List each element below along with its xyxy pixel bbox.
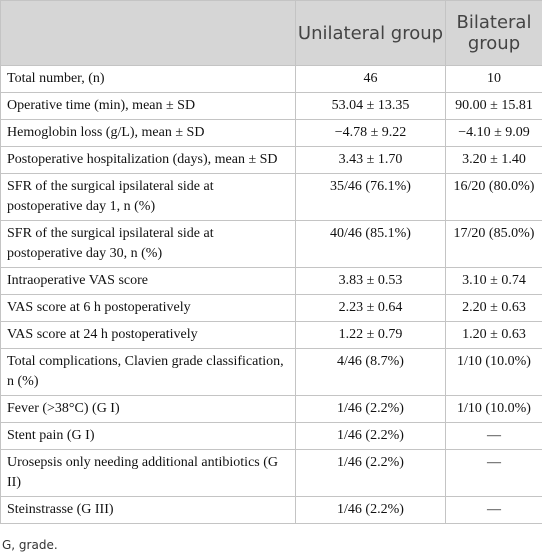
value-cell: 1/46 (2.2%) — [296, 450, 446, 497]
value-cell: 35/46 (76.1%) — [296, 174, 446, 221]
label-cell: Stent pain (G I) — [1, 423, 296, 450]
value-cell: — — [446, 450, 542, 497]
value-cell: — — [446, 423, 542, 450]
value-cell: 3.83 ± 0.53 — [296, 268, 446, 295]
label-cell: Urosepsis only needing additional antibi… — [1, 450, 296, 497]
value-cell: 1/10 (10.0%) — [446, 396, 542, 423]
label-cell: Fever (>38°C) (G I) — [1, 396, 296, 423]
table-row: Fever (>38°C) (G I)1/46 (2.2%)1/10 (10.0… — [1, 396, 542, 423]
value-cell: 90.00 ± 15.81 — [446, 93, 542, 120]
value-cell: 1/46 (2.2%) — [296, 396, 446, 423]
value-cell: 46 — [296, 66, 446, 93]
value-cell: 1.22 ± 0.79 — [296, 322, 446, 349]
value-cell: 1/46 (2.2%) — [296, 423, 446, 450]
value-cell: 40/46 (85.1%) — [296, 221, 446, 268]
label-cell: Total number, (n) — [1, 66, 296, 93]
header-cell: Unilateral group — [296, 1, 446, 66]
table-row: Stent pain (G I)1/46 (2.2%)— — [1, 423, 542, 450]
value-cell: 10 — [446, 66, 542, 93]
value-cell: 17/20 (85.0%) — [446, 221, 542, 268]
label-cell: Postoperative hospitalization (days), me… — [1, 147, 296, 174]
value-cell: 3.10 ± 0.74 — [446, 268, 542, 295]
label-cell: SFR of the surgical ipsilateral side at … — [1, 221, 296, 268]
label-cell: Hemoglobin loss (g/L), mean ± SD — [1, 120, 296, 147]
label-cell: Intraoperative VAS score — [1, 268, 296, 295]
value-cell: 16/20 (80.0%) — [446, 174, 542, 221]
value-cell: −4.10 ± 9.09 — [446, 120, 542, 147]
label-cell: VAS score at 24 h postoperatively — [1, 322, 296, 349]
value-cell: 53.04 ± 13.35 — [296, 93, 446, 120]
label-cell: Total complications, Clavien grade class… — [1, 349, 296, 396]
table-row: Hemoglobin loss (g/L), mean ± SD−4.78 ± … — [1, 120, 542, 147]
table-row: Postoperative hospitalization (days), me… — [1, 147, 542, 174]
header-cell: Bilateral group — [446, 1, 542, 66]
value-cell: 3.43 ± 1.70 — [296, 147, 446, 174]
table-row: SFR of the surgical ipsilateral side at … — [1, 174, 542, 221]
value-cell: 2.20 ± 0.63 — [446, 295, 542, 322]
label-cell: Operative time (min), mean ± SD — [1, 93, 296, 120]
value-cell: 1/10 (10.0%) — [446, 349, 542, 396]
label-cell: Steinstrasse (G III) — [1, 497, 296, 524]
value-cell: 1/46 (2.2%) — [296, 497, 446, 524]
value-cell: −4.78 ± 9.22 — [296, 120, 446, 147]
value-cell: 1.20 ± 0.63 — [446, 322, 542, 349]
value-cell: 3.20 ± 1.40 — [446, 147, 542, 174]
table-row: Urosepsis only needing additional antibi… — [1, 450, 542, 497]
header-cell — [1, 1, 296, 66]
label-cell: SFR of the surgical ipsilateral side at … — [1, 174, 296, 221]
footnote: G, grade. — [2, 538, 542, 552]
value-cell: — — [446, 497, 542, 524]
data-table: Unilateral group Bilateral group Total n… — [0, 0, 542, 524]
table-row: Steinstrasse (G III)1/46 (2.2%)— — [1, 497, 542, 524]
value-cell: 2.23 ± 0.64 — [296, 295, 446, 322]
header-row: Unilateral group Bilateral group — [1, 1, 542, 66]
value-cell: 4/46 (8.7%) — [296, 349, 446, 396]
table-row: SFR of the surgical ipsilateral side at … — [1, 221, 542, 268]
label-cell: VAS score at 6 h postoperatively — [1, 295, 296, 322]
table-row: Total complications, Clavien grade class… — [1, 349, 542, 396]
